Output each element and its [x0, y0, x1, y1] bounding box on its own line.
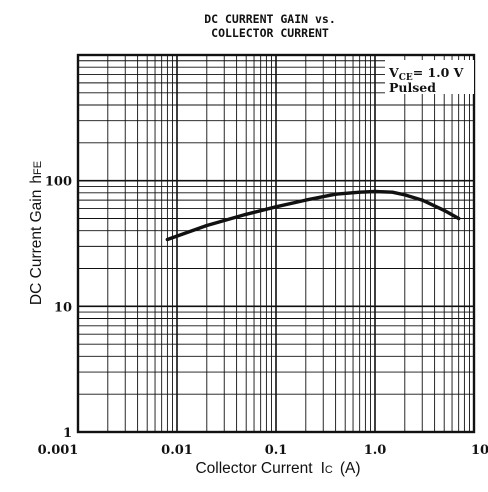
data-point — [373, 189, 377, 194]
series-line — [165, 189, 461, 242]
chart-title-line-1: DC CURRENT GAIN vs. — [204, 12, 336, 26]
x-tick-label: 0.1 — [265, 443, 288, 458]
x-axis-label-symbol-sub: C — [325, 464, 333, 476]
annotation-background — [385, 60, 474, 94]
series-layer — [165, 189, 461, 242]
x-axis-label: Collector Current IC (A) — [195, 460, 360, 477]
data-point — [403, 193, 407, 197]
x-axis-label-symbol: I — [321, 460, 325, 477]
data-point — [205, 223, 209, 228]
x-tick-label: 10 — [471, 443, 488, 458]
data-point — [244, 212, 248, 216]
data-point — [420, 198, 424, 202]
data-point — [358, 190, 362, 194]
y-tick-label: 10 — [54, 300, 72, 315]
y-axis-label-text: DC Current Gain — [28, 190, 45, 305]
data-point — [390, 190, 395, 194]
chart-title: DC CURRENT GAIN vs. COLLECTOR CURRENT — [204, 12, 336, 40]
y-axis-label: DC Current Gain hFE — [28, 161, 45, 305]
data-point — [457, 216, 461, 221]
x-tick-label: 1.0 — [364, 443, 387, 458]
x-axis-label-text: Collector Current — [195, 460, 313, 477]
y-axis-label-symbol: h — [28, 175, 45, 184]
x-axis-label-unit: (A) — [340, 460, 361, 477]
annotation-v-main: V — [388, 65, 399, 80]
x-tick-labels: 0.001 0.01 0.1 1.0 10 — [38, 443, 488, 458]
chart-title-line-2: COLLECTOR CURRENT — [211, 26, 329, 40]
y-axis-label-symbol-sub: FE — [32, 161, 44, 175]
data-point — [442, 208, 446, 212]
plot-frame — [76, 53, 476, 434]
data-point — [165, 237, 170, 242]
data-point — [274, 205, 278, 209]
condition-annotation: VCE= 1.0 V Pulsed — [385, 60, 474, 95]
y-tick-label: 100 — [45, 175, 72, 190]
annotation-v-sub: CE — [399, 73, 413, 83]
data-point — [334, 192, 338, 196]
data-point — [304, 198, 308, 202]
annotation-line-2: Pulsed — [389, 80, 436, 95]
annotation-v-rest: = 1.0 V — [413, 65, 464, 80]
y-tick-labels: 1 10 100 — [45, 175, 72, 441]
x-tick-label: 0.001 — [38, 443, 79, 458]
grid — [77, 55, 474, 433]
annotation-line-1: VCE= 1.0 V — [388, 65, 464, 83]
y-tick-label: 1 — [63, 426, 72, 441]
x-tick-label: 0.01 — [161, 443, 193, 458]
